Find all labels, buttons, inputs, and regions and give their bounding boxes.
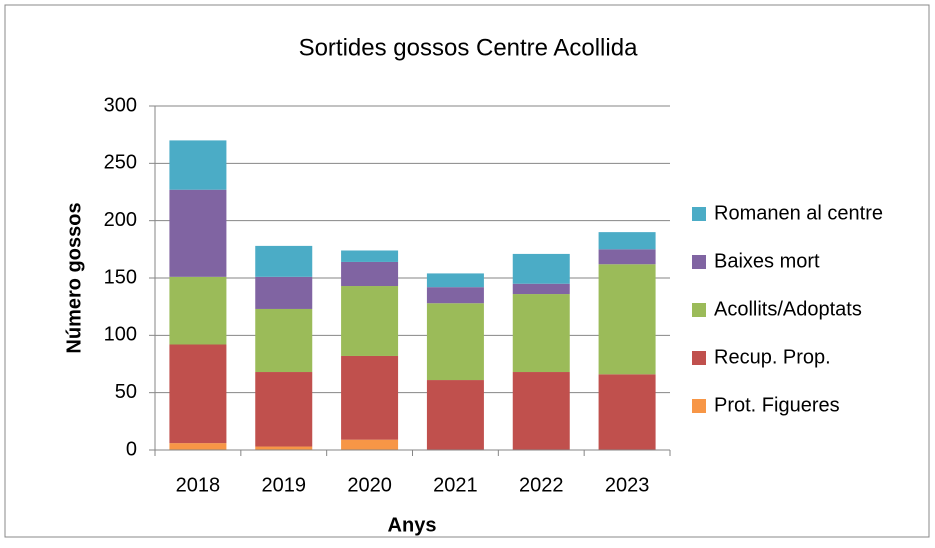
y-tick-label: 150 — [104, 266, 137, 288]
bar-segment — [341, 261, 399, 287]
bar-segment — [255, 276, 313, 309]
bar-segment — [598, 232, 656, 250]
chart-title: Sortides gossos Centre Acollida — [299, 34, 639, 61]
y-tick-label: 0 — [126, 438, 137, 460]
bar-segment — [426, 287, 484, 304]
x-tick-label: 2022 — [519, 474, 564, 496]
legend-label: Recup. Prop. — [714, 346, 831, 368]
x-tick-label: 2023 — [605, 474, 650, 496]
legend-label: Romanen al centre — [714, 202, 883, 224]
y-tick-label: 250 — [104, 152, 137, 174]
y-axis-title: Número gossos — [63, 202, 85, 353]
x-axis-title: Anys — [388, 514, 437, 536]
bar-segment — [169, 276, 227, 345]
bar-segment — [426, 380, 484, 450]
x-tick-label: 2018 — [176, 474, 221, 496]
bar-segment — [169, 443, 227, 450]
x-tick-label: 2019 — [262, 474, 307, 496]
legend-label: Baixes mort — [714, 250, 820, 272]
bar-segment — [169, 140, 227, 190]
bar-segment — [512, 294, 570, 373]
legend-label: Prot. Figueres — [714, 394, 840, 416]
y-tick-label: 100 — [104, 324, 137, 346]
bar-segment — [341, 286, 399, 356]
bar-segment — [512, 372, 570, 450]
x-tick-label: 2021 — [433, 474, 478, 496]
bar-segment — [341, 250, 399, 262]
bar-segment — [169, 189, 227, 277]
x-tick-label: 2020 — [347, 474, 392, 496]
bar-segment — [255, 446, 313, 450]
y-tick-label: 300 — [104, 94, 137, 116]
bar-segment — [341, 439, 399, 450]
legend-swatch — [692, 303, 706, 317]
bar-segment — [598, 249, 656, 265]
legend-swatch — [692, 207, 706, 221]
y-tick-label: 200 — [104, 209, 137, 231]
legend-label: Acollits/Adoptats — [714, 298, 862, 320]
legend-swatch — [692, 255, 706, 269]
bar-segment — [426, 273, 484, 288]
bar-segment — [512, 253, 570, 284]
legend-swatch — [692, 351, 706, 365]
bar-segment — [598, 264, 656, 375]
bar-segment — [341, 355, 399, 440]
bar-segment — [426, 303, 484, 381]
bar-segment — [598, 374, 656, 450]
bar-segment — [255, 308, 313, 373]
bar-segment — [255, 372, 313, 447]
bar-segment — [169, 344, 227, 444]
y-tick-label: 50 — [115, 381, 137, 403]
legend-swatch — [692, 399, 706, 413]
bar-segment — [512, 283, 570, 295]
bar-segment — [255, 245, 313, 277]
